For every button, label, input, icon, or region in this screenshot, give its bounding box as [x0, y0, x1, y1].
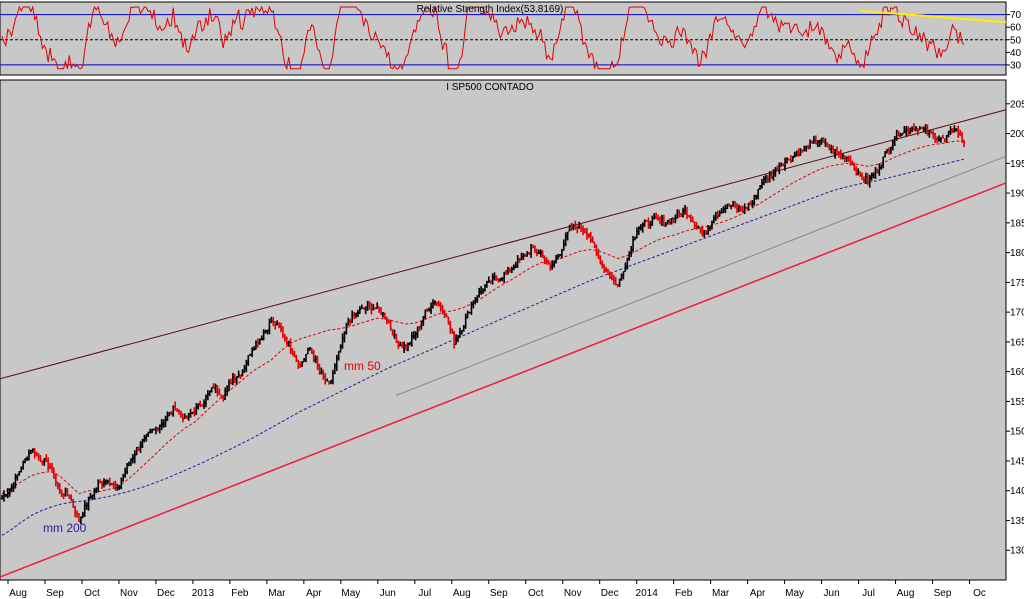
x-tick-label: Apr	[750, 588, 766, 599]
x-tick-label: May	[341, 588, 360, 599]
price-y-tick-label: 1850	[1010, 218, 1024, 229]
price-y-tick-label: 1400	[1010, 486, 1024, 497]
x-tick-label: May	[785, 588, 804, 599]
price-y-tick-label: 2050	[1010, 99, 1024, 110]
rsi-title: Relative Strength Index(53.8169)	[417, 4, 564, 15]
x-tick-label: Mar	[268, 588, 286, 599]
x-tick-label: Dec	[601, 588, 619, 599]
x-tick-label: Aug	[9, 588, 27, 599]
price-y-tick-label: 1650	[1010, 337, 1024, 348]
price-y-tick-label: 1700	[1010, 308, 1024, 319]
price-chart-title: I SP500 CONTADO	[446, 82, 534, 93]
rsi-y-tick-label: 30	[1010, 60, 1022, 71]
x-tick-label: 2013	[192, 588, 215, 599]
x-tick-label: Nov	[120, 588, 138, 599]
x-tick-label: 2014	[636, 588, 659, 599]
x-tick-label: Feb	[231, 588, 249, 599]
price-y-tick-label: 1800	[1010, 248, 1024, 259]
price-candles	[0, 123, 966, 525]
x-tick-label: Feb	[675, 588, 693, 599]
x-tick-label: Oc	[973, 588, 986, 599]
x-axis: Aug Sep Oct Nov Dec 2013 Feb Mar Apr May Jun Jul Aug…	[7, 580, 986, 599]
price-y-tick-label: 1600	[1010, 367, 1024, 378]
price-y-tick-label: 2000	[1010, 129, 1024, 140]
mm50-line	[1, 140, 965, 495]
price-y-tick-label: 1550	[1010, 397, 1024, 408]
rsi-divergence-trendline	[859, 9, 1007, 24]
price-y-axis: 2050 2000 1950 1900 1850 1800 1750 1700 1650 1600…	[1006, 99, 1024, 557]
x-tick-label: Oct	[528, 588, 544, 599]
price-y-tick-label: 1750	[1010, 278, 1024, 289]
x-tick-label: Nov	[564, 588, 582, 599]
support-trendline	[0, 182, 1007, 578]
x-tick-label: Jul	[862, 588, 875, 599]
x-tick-label: Mar	[712, 588, 730, 599]
x-tick-label: Apr	[306, 588, 322, 599]
rsi-level-lines	[0, 14, 1006, 66]
x-tick-label: Sep	[490, 588, 508, 599]
x-tick-label: Dec	[157, 588, 175, 599]
rsi-y-tick-label: 50	[1010, 35, 1022, 46]
rsi-line	[1, 5, 965, 71]
mm50-label: mm 50	[344, 359, 381, 373]
x-tick-label: Aug	[897, 588, 915, 599]
x-tick-label: Sep	[934, 588, 952, 599]
price-y-tick-label: 1900	[1010, 189, 1024, 200]
mm200-label: mm 200	[43, 521, 87, 535]
mm200-line	[1, 158, 965, 536]
price-y-tick-label: 1450	[1010, 456, 1024, 467]
rsi-y-tick-label: 70	[1010, 10, 1022, 21]
x-tick-label: Oct	[84, 588, 100, 599]
price-y-tick-label: 1350	[1010, 516, 1024, 527]
x-tick-label: Aug	[453, 588, 471, 599]
x-tick-label: Jul	[418, 588, 431, 599]
rsi-y-tick-label: 40	[1010, 48, 1022, 59]
rsi-y-tick-label: 60	[1010, 23, 1022, 34]
x-tick-label: Jun	[824, 588, 840, 599]
x-tick-label: Sep	[46, 588, 64, 599]
price-y-tick-label: 1950	[1010, 159, 1024, 170]
channel-trendline	[395, 155, 1007, 396]
price-panel-plot-area	[0, 79, 1007, 581]
x-tick-label: Jun	[380, 588, 396, 599]
price-y-tick-label: 1300	[1010, 546, 1024, 557]
price-y-tick-label: 1500	[1010, 427, 1024, 438]
